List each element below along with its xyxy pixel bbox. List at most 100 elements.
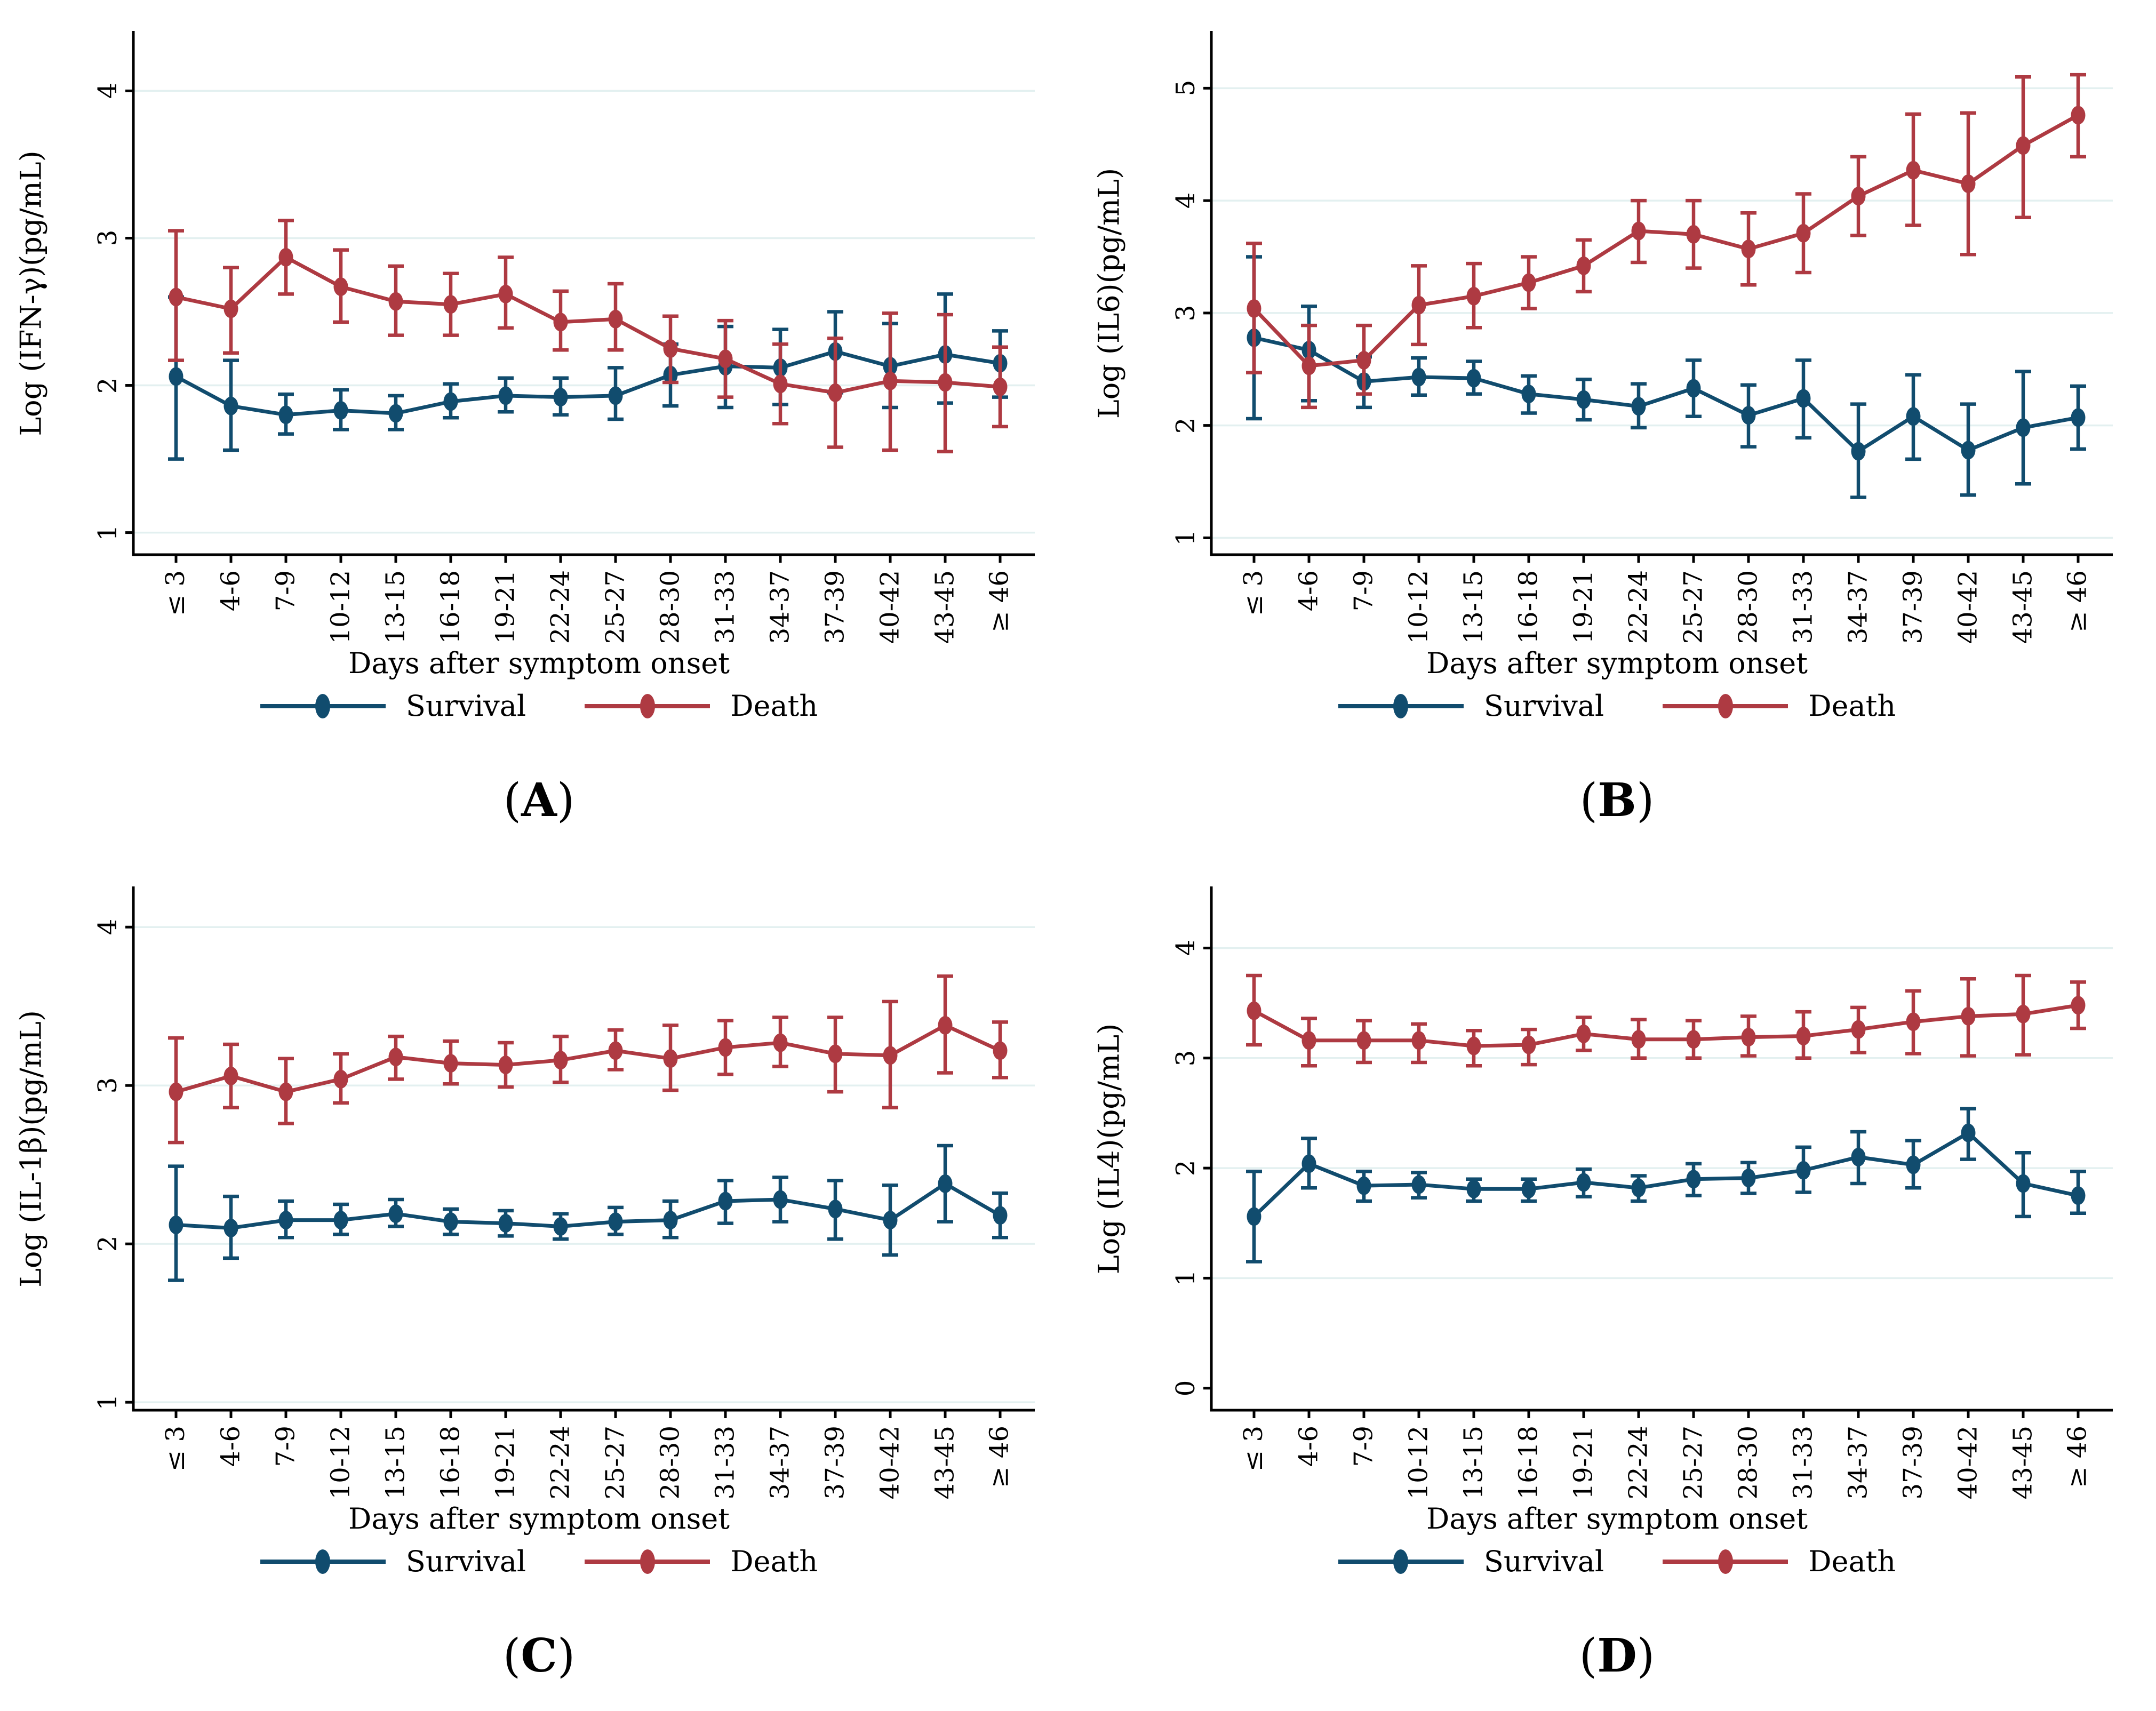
series-death xyxy=(168,974,1008,1145)
data-point-marker xyxy=(333,401,348,420)
legend-label: Survival xyxy=(1483,1545,1604,1578)
data-point-marker xyxy=(1521,385,1536,404)
data-point-marker xyxy=(1411,367,1426,387)
data-point-marker xyxy=(388,292,403,311)
x-axis-title: Days after symptom onset xyxy=(1426,1502,1808,1536)
x-tick-label: 19-21 xyxy=(490,1426,520,1500)
y-axis-title: Log (IL-1β)(pg/mL) xyxy=(14,1010,48,1288)
x-axis-title: Days after symptom onset xyxy=(1426,646,1808,680)
data-point-marker xyxy=(388,404,403,423)
data-point-marker xyxy=(1851,1020,1866,1039)
plot-area-c xyxy=(125,886,1035,1418)
data-point-marker xyxy=(278,1082,293,1101)
y-axis-title: Log (IFN-γ)(pg/mL) xyxy=(14,150,48,436)
x-tick-label: ≤ 3 xyxy=(161,1426,190,1472)
panel-caption-a: (A) xyxy=(0,773,1078,827)
data-point-marker xyxy=(1247,1001,1261,1020)
series-survival xyxy=(1246,255,2086,499)
legend-item-survival: Survival xyxy=(1338,689,1604,723)
x-tick-label: 31-33 xyxy=(1788,1426,1818,1500)
legend-label: Survival xyxy=(1483,689,1604,723)
x-tick-label: 34-37 xyxy=(765,570,795,644)
x-tick-label: ≥ 46 xyxy=(985,1426,1015,1488)
data-point-marker xyxy=(443,1054,458,1073)
caption-paren-open: ( xyxy=(1579,774,1598,827)
x-tick-label: 43-45 xyxy=(2008,570,2038,644)
y-tick-label: 1 xyxy=(93,524,123,541)
data-point-marker xyxy=(1301,1031,1316,1050)
legend-item-death: Death xyxy=(1663,689,1896,723)
data-point-marker xyxy=(718,1192,733,1211)
data-point-marker xyxy=(1741,239,1756,259)
data-point-marker xyxy=(553,1217,568,1236)
data-point-marker xyxy=(1466,286,1481,306)
data-point-marker xyxy=(169,1082,183,1101)
data-point-marker xyxy=(1851,1147,1866,1166)
x-tick-label: 37-39 xyxy=(820,1426,850,1500)
x-tick-label: ≤ 3 xyxy=(1239,570,1268,617)
data-point-marker xyxy=(1521,1035,1536,1054)
x-tick-label: 40-42 xyxy=(875,1426,905,1500)
x-tick-label: 25-27 xyxy=(1678,1426,1708,1500)
legend-label: Survival xyxy=(405,1545,526,1578)
data-point-marker xyxy=(1796,389,1811,408)
data-point-marker xyxy=(443,392,458,411)
x-axis-title: Days after symptom onset xyxy=(348,1502,730,1536)
caption-letter: B xyxy=(1598,773,1636,827)
series-death xyxy=(1246,973,2086,1068)
x-tick-label: 37-39 xyxy=(820,570,850,644)
plot-area-a xyxy=(125,31,1035,563)
data-point-marker xyxy=(169,1216,183,1235)
data-point-marker xyxy=(333,1211,348,1230)
data-point-marker xyxy=(2071,106,2086,125)
caption-paren-close: ) xyxy=(1636,774,1655,827)
x-tick-label: 34-37 xyxy=(1843,570,1873,644)
data-point-marker xyxy=(1576,1024,1591,1043)
x-tick-label: 28-30 xyxy=(1733,1426,1763,1500)
data-point-marker xyxy=(938,1016,953,1035)
data-point-marker xyxy=(1796,223,1811,243)
caption-paren-open: ( xyxy=(1579,1629,1598,1683)
legend-line-swatch-icon xyxy=(1663,1549,1788,1574)
legend-marker-icon xyxy=(1718,1549,1733,1574)
y-axis-title: Log (IL4)(pg/mL) xyxy=(1092,1023,1126,1275)
x-tick-label: 19-21 xyxy=(1568,1426,1598,1500)
x-tick-label: 13-15 xyxy=(1458,1426,1488,1500)
data-point-marker xyxy=(773,1033,788,1052)
data-point-marker xyxy=(1521,273,1536,292)
data-point-marker xyxy=(2016,136,2031,155)
legend: Survival Death xyxy=(0,689,1078,723)
caption-paren-open: ( xyxy=(503,774,522,827)
legend-label: Survival xyxy=(405,689,526,723)
series-line-survival xyxy=(175,1181,1001,1230)
x-tick-label: 25-27 xyxy=(600,570,630,644)
x-tick-label: 4-6 xyxy=(215,570,245,612)
caption-paren-close: ) xyxy=(1636,1629,1655,1683)
data-point-marker xyxy=(1686,1170,1701,1189)
x-tick-label: 40-42 xyxy=(875,570,905,644)
data-point-marker xyxy=(1686,1030,1701,1049)
data-point-marker xyxy=(1411,295,1426,315)
caption-letter: D xyxy=(1597,1629,1637,1683)
data-point-marker xyxy=(993,377,1008,396)
caption-letter: A xyxy=(521,773,557,827)
data-point-marker xyxy=(773,1190,788,1209)
data-point-marker xyxy=(388,1204,403,1224)
data-point-marker xyxy=(278,247,293,267)
data-point-marker xyxy=(1796,1027,1811,1046)
x-tick-label: ≤ 3 xyxy=(161,570,190,617)
x-tick-label: 37-39 xyxy=(1898,570,1928,644)
plot-area-d xyxy=(1203,886,2113,1418)
data-point-marker xyxy=(1686,225,1701,244)
y-tick-label: 3 xyxy=(93,1077,123,1094)
data-point-marker xyxy=(1521,1179,1536,1198)
legend-marker-icon xyxy=(640,693,655,718)
x-tick-label: 7-9 xyxy=(1348,570,1378,612)
x-tick-label: 16-18 xyxy=(1513,1426,1543,1500)
data-point-marker xyxy=(553,313,568,332)
legend-item-survival: Survival xyxy=(260,1545,526,1578)
data-point-marker xyxy=(773,374,788,394)
legend-label: Death xyxy=(730,689,818,723)
data-point-marker xyxy=(883,1211,898,1230)
data-point-marker xyxy=(718,349,733,369)
